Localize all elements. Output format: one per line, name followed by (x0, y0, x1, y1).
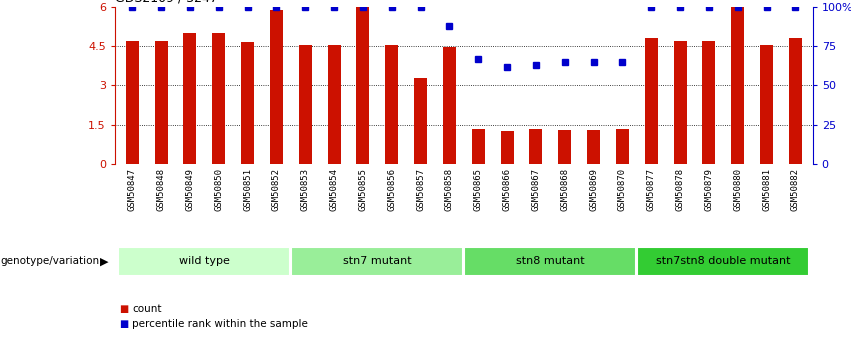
Bar (616, 129, 629, 164)
Text: GSM50855: GSM50855 (358, 168, 368, 211)
Text: percentile rank within the sample: percentile rank within the sample (132, 319, 308, 329)
Bar (291, 247, 463, 276)
Bar (702, 41, 716, 164)
Bar (299, 45, 311, 164)
Text: genotype/variation: genotype/variation (1, 256, 100, 266)
Text: GSM50850: GSM50850 (214, 168, 223, 211)
Text: GSM50869: GSM50869 (589, 168, 598, 211)
Text: ■: ■ (119, 304, 129, 314)
Bar (183, 33, 197, 164)
Text: GSM50858: GSM50858 (445, 168, 454, 211)
Bar (500, 131, 513, 164)
Bar (529, 129, 542, 164)
Bar (645, 38, 658, 164)
Bar (155, 41, 168, 164)
Text: stn7 mutant: stn7 mutant (343, 256, 412, 266)
Bar (241, 42, 254, 164)
Text: GSM50882: GSM50882 (791, 168, 800, 211)
Text: GSM50881: GSM50881 (762, 168, 771, 211)
Text: GSM50856: GSM50856 (387, 168, 397, 211)
Text: GSM50878: GSM50878 (676, 168, 684, 211)
Text: GSM50847: GSM50847 (128, 168, 137, 211)
Text: GSM50866: GSM50866 (503, 168, 511, 211)
Text: GDS2109 / 3247: GDS2109 / 3247 (115, 0, 218, 4)
Bar (760, 45, 773, 164)
Bar (471, 129, 485, 164)
Text: GSM50870: GSM50870 (618, 168, 627, 211)
Text: GSM50877: GSM50877 (647, 168, 656, 211)
Bar (270, 10, 283, 164)
Bar (674, 41, 687, 164)
Text: GSM50865: GSM50865 (474, 168, 483, 211)
Bar (637, 247, 809, 276)
Text: GSM50849: GSM50849 (186, 168, 194, 211)
Text: GSM50857: GSM50857 (416, 168, 425, 211)
Bar (386, 45, 398, 164)
Bar (789, 38, 802, 164)
Text: ■: ■ (119, 319, 129, 329)
Bar (212, 33, 226, 164)
Bar (118, 247, 290, 276)
Text: ▶: ▶ (100, 256, 109, 266)
Text: count: count (132, 304, 162, 314)
Bar (328, 45, 340, 164)
Text: GSM50848: GSM50848 (157, 168, 166, 211)
Text: wild type: wild type (179, 256, 230, 266)
Text: GSM50853: GSM50853 (300, 168, 310, 211)
Text: GSM50852: GSM50852 (271, 168, 281, 211)
Text: GSM50880: GSM50880 (734, 168, 742, 211)
Bar (731, 7, 745, 164)
Bar (465, 247, 637, 276)
Text: GSM50851: GSM50851 (243, 168, 252, 211)
Bar (126, 41, 139, 164)
Bar (357, 7, 369, 164)
Bar (558, 130, 571, 164)
Bar (443, 48, 456, 164)
Text: GSM50867: GSM50867 (531, 168, 540, 211)
Text: GSM50879: GSM50879 (705, 168, 713, 211)
Text: stn7stn8 double mutant: stn7stn8 double mutant (656, 256, 791, 266)
Bar (414, 78, 427, 164)
Text: GSM50854: GSM50854 (329, 168, 339, 211)
Bar (587, 130, 600, 164)
Text: stn8 mutant: stn8 mutant (516, 256, 585, 266)
Text: GSM50868: GSM50868 (560, 168, 569, 211)
